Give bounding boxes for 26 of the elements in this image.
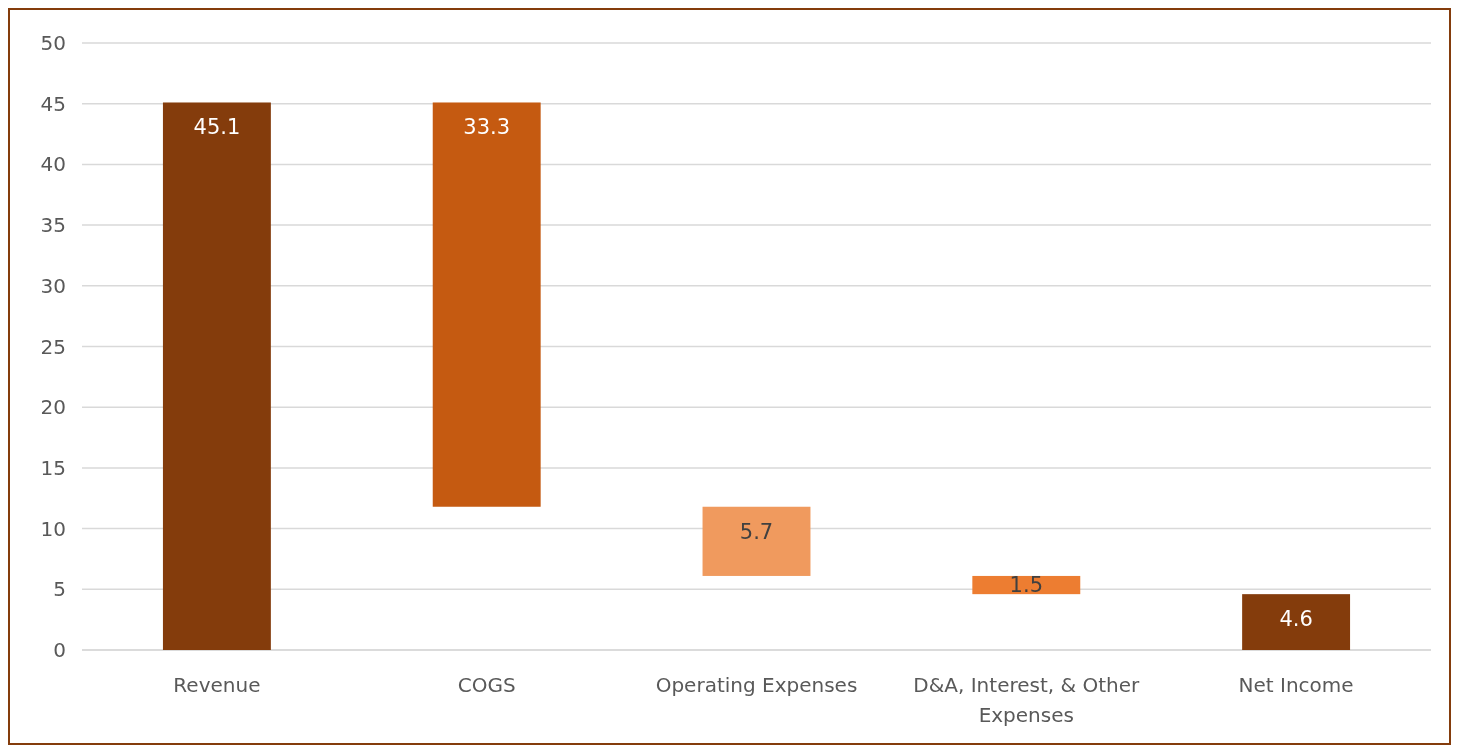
data-label: 33.3 <box>463 115 511 140</box>
x-tick-label: Net Income <box>1238 673 1354 697</box>
y-tick-label: 20 <box>40 395 66 420</box>
x-tick-label: D&A, Interest, & Other Expenses <box>913 673 1141 727</box>
y-tick-label: 5 <box>53 577 66 602</box>
bar <box>432 102 541 507</box>
bar <box>972 575 1081 595</box>
data-label: 1.5 <box>1009 573 1043 598</box>
bar <box>702 506 811 576</box>
y-tick-label: 45 <box>40 91 66 116</box>
bar <box>1242 594 1351 650</box>
y-tick-label: 10 <box>40 516 66 541</box>
data-label: 45.1 <box>193 115 241 140</box>
data-label: 4.6 <box>1279 607 1313 632</box>
x-tick-label: Operating Expenses <box>655 673 858 697</box>
x-tick-label: COGS <box>457 673 516 697</box>
y-tick-label: 15 <box>40 455 66 480</box>
bar <box>162 102 271 650</box>
y-tick-label: 40 <box>40 152 66 177</box>
y-tick-label: 35 <box>40 213 66 238</box>
x-tick-label: Revenue <box>173 673 261 697</box>
y-tick-label: 50 <box>40 31 66 55</box>
y-tick-label: 25 <box>40 334 66 359</box>
y-tick-label: 0 <box>53 638 66 662</box>
data-label: 5.7 <box>739 519 774 544</box>
y-tick-label: 30 <box>40 273 66 298</box>
